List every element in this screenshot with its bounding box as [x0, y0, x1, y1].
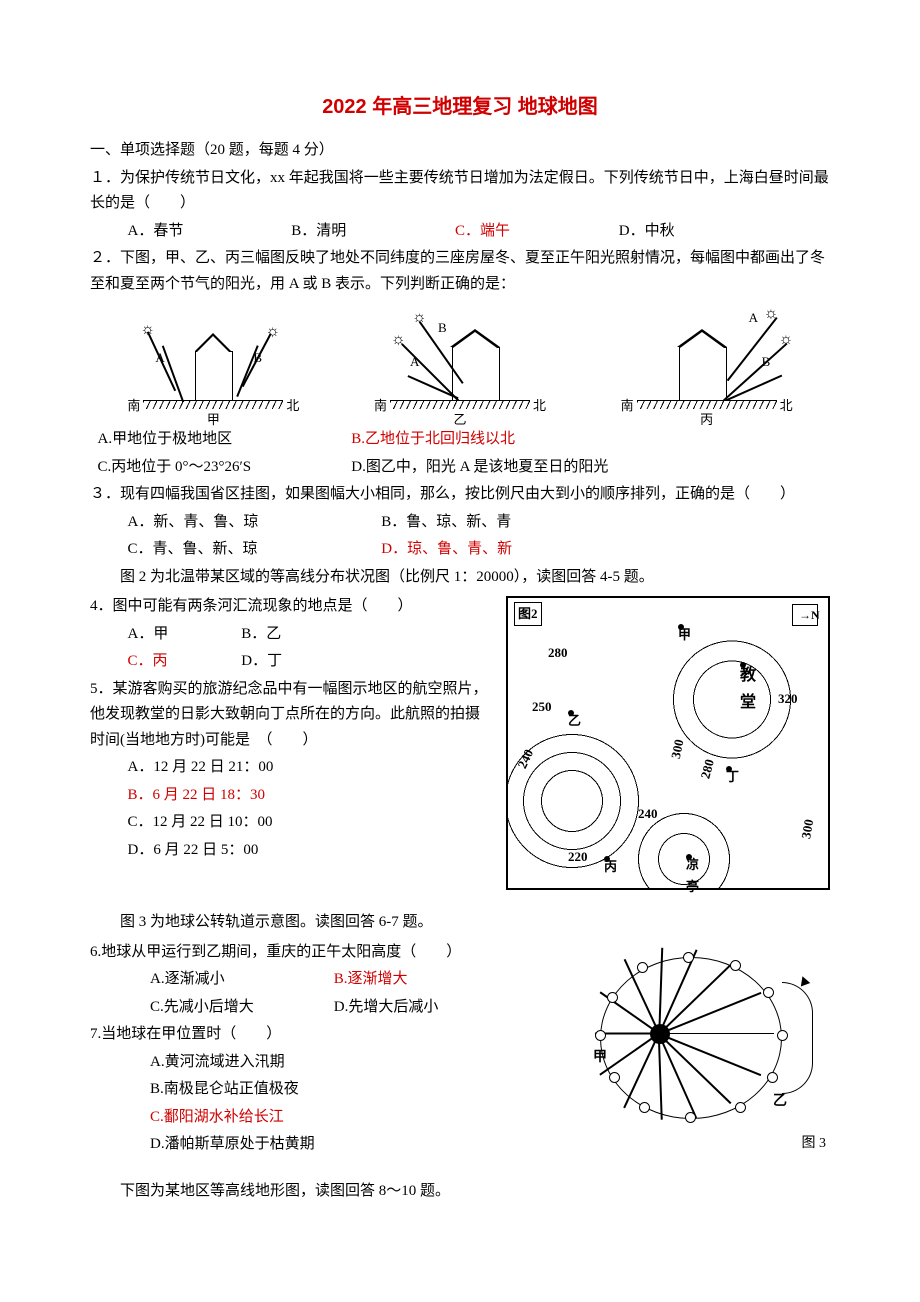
- q3-C: C．青、鲁、新、琼: [128, 537, 378, 563]
- q1-D: D．中秋: [619, 219, 779, 245]
- contour-label: 280: [695, 757, 721, 782]
- sun-icon: [782, 331, 794, 343]
- map2-title: 图2: [514, 602, 542, 626]
- q3-line2: C．青、鲁、新、琼 D．琼、鲁、青、新: [90, 537, 830, 563]
- sun-icon: [268, 323, 280, 335]
- sun-icon: [415, 309, 427, 321]
- q1-B: B．清明: [291, 219, 451, 245]
- contour-label: 250: [532, 696, 552, 718]
- contour-label: 300: [665, 737, 691, 761]
- contour-label: 220: [568, 846, 588, 868]
- figure-map2: 图2 →N 280 250 240 240 220 320 300 280 30…: [506, 596, 830, 890]
- q6-B: B.逐渐增大: [334, 971, 408, 987]
- label-jia: 甲: [593, 1046, 607, 1070]
- q6-A: A.逐渐减小: [150, 967, 330, 993]
- house-yi: B A 南 北 乙: [360, 303, 560, 413]
- house-bing: A B 南 北 丙: [607, 303, 807, 413]
- q4-A: A．甲: [128, 622, 238, 648]
- sun-icon: [394, 331, 406, 343]
- q3-line1: A．新、青、鲁、琼 B．鲁、琼、新、青: [90, 510, 830, 536]
- house-jia: A B 南 北 甲: [113, 303, 313, 413]
- sun-icon: [143, 321, 155, 333]
- contour-label: 300: [795, 818, 820, 841]
- q1-A: A．春节: [128, 219, 288, 245]
- q4-C: C．丙: [128, 649, 238, 675]
- q2-D: D.图乙中，阳光 A 是该地夏至日的阳光: [351, 455, 608, 481]
- q3-D: D．琼、鲁、青、新: [381, 537, 631, 563]
- sun-icon: [767, 305, 779, 317]
- q4-B: B．乙: [241, 626, 281, 642]
- figure-label: 图 3: [585, 1132, 830, 1156]
- q2-stem: ２．下图，甲、乙、丙三幅图反映了地处不同纬度的三座房屋冬、夏至正午阳光照射情况，…: [90, 246, 830, 297]
- intro-67: 图 3 为地球公转轨道示意图。读图回答 6-7 题。: [90, 910, 830, 936]
- contour-label: 240: [512, 746, 540, 773]
- section-heading: 一、单项选择题（20 题，每题 4 分）: [90, 138, 830, 164]
- contour-label: 280: [548, 642, 568, 664]
- q4-D: D．丁: [241, 653, 282, 669]
- q1-C: C．端午: [455, 219, 615, 245]
- label-jia: 甲: [113, 409, 313, 431]
- label-A: A: [749, 307, 758, 329]
- intro-810: 下图为某地区等高线地形图，读图回答 8～10 题。: [90, 1179, 830, 1205]
- q3-A: A．新、青、鲁、琼: [128, 510, 378, 536]
- figure-orbit: 甲 乙 图 3: [585, 942, 830, 1156]
- contour-label: 320: [778, 688, 798, 710]
- label-B: B: [438, 317, 447, 339]
- label-A: A: [155, 347, 164, 369]
- page-title: 2022 年高三地理复习 地球地图: [90, 90, 830, 124]
- label-bing: 丙: [607, 409, 807, 431]
- label-A: A: [410, 351, 419, 373]
- q2-C: C.丙地位于 0°～23°26′S: [98, 455, 348, 481]
- q6-D: D.先增大后减小: [334, 999, 439, 1015]
- contour-label: 240: [638, 803, 658, 825]
- label-yi: 乙: [773, 1090, 787, 1114]
- label-yi: 乙: [360, 409, 560, 431]
- q2-figure: A B 南 北 甲 B A 南 北 乙 A B 南 北 丙: [90, 303, 830, 413]
- intro-45: 图 2 为北温带某区域的等高线分布状况图（比例尺 1：20000），读图回答 4…: [90, 565, 830, 591]
- q3-B: B．鲁、琼、新、青: [381, 510, 631, 536]
- label-B: B: [762, 351, 771, 373]
- q2-options2: C.丙地位于 0°～23°26′S D.图乙中，阳光 A 是该地夏至日的阳光: [90, 455, 830, 481]
- q6-C: C.先减小后增大: [150, 995, 330, 1021]
- q1-options: A．春节 B．清明 C．端午 D．中秋: [90, 219, 830, 245]
- north-arrow: →N: [792, 604, 818, 626]
- q1-stem: １．为保护传统节日文化，xx 年起我国将一些主要传统节日增加为法定假日。下列传统…: [90, 166, 830, 217]
- q3-stem: ３．现有四幅我国省区挂图，如果图幅大小相同，那么，按比例尺由大到小的顺序排列，正…: [90, 482, 830, 508]
- label-B: B: [253, 347, 262, 369]
